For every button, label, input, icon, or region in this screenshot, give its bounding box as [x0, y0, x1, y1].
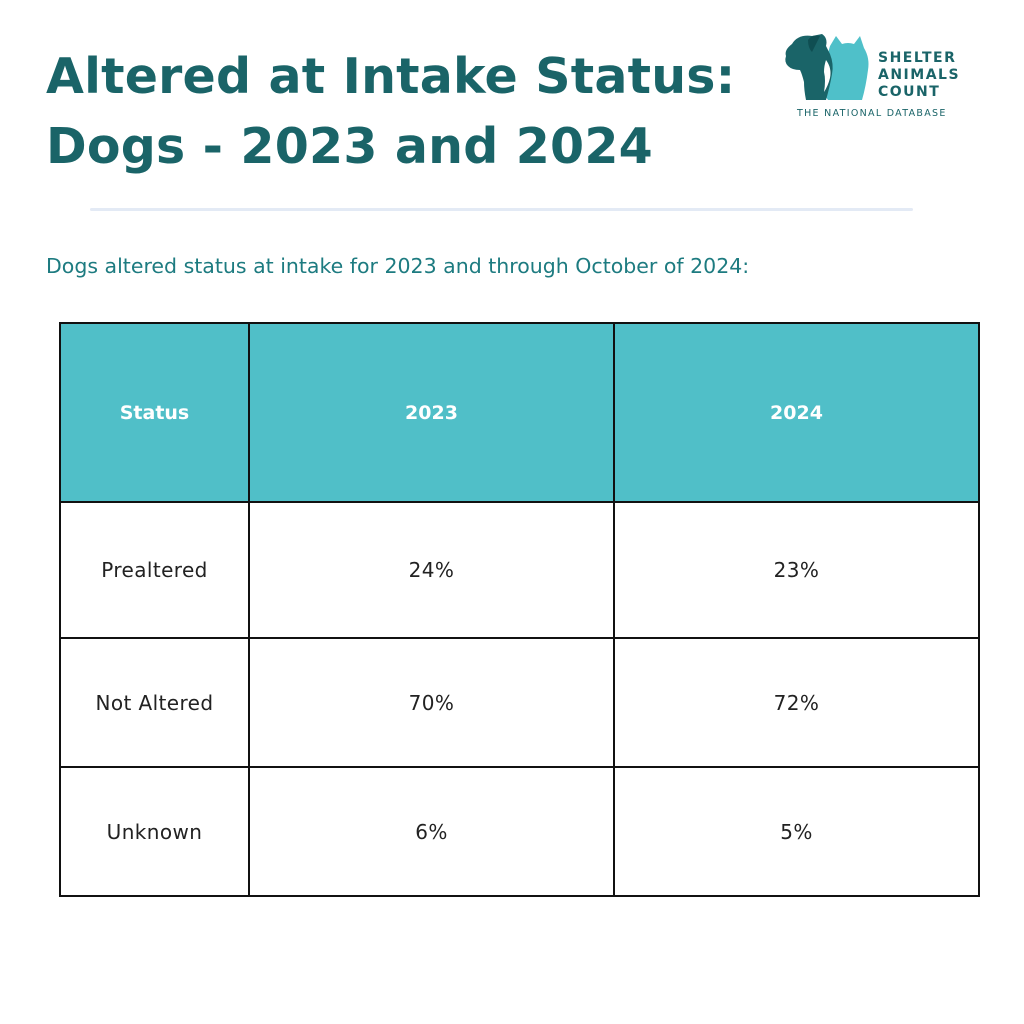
page-title-line-1: Altered at Intake Status: [46, 48, 736, 105]
page-title: Altered at Intake Status: Dogs - 2023 an… [46, 42, 766, 182]
table-row: Prealtered 24% 23% [59, 501, 980, 639]
page-title-line-2: Dogs - 2023 and 2024 [46, 118, 653, 175]
table-description: Dogs altered status at intake for 2023 a… [46, 254, 750, 278]
value-2024-cell: 72% [613, 637, 980, 768]
status-cell: Not Altered [59, 637, 250, 768]
value-2023-cell: 6% [248, 766, 615, 897]
shelter-animals-count-logo: SHELTER ANIMALS COUNT THE NATIONAL DATAB… [782, 30, 962, 122]
altered-status-table: Status 2023 2024 Prealtered 24% 23% Not … [59, 322, 980, 897]
logo-wordmark-line-3: COUNT [878, 84, 941, 100]
table-body: Prealtered 24% 23% Not Altered 70% 72% U… [59, 501, 980, 897]
title-divider [90, 208, 913, 211]
header-2024: 2024 [613, 322, 980, 503]
status-cell: Unknown [59, 766, 250, 897]
table-header-row: Status 2023 2024 [59, 322, 980, 503]
dog-and-cat-logo-icon [785, 34, 869, 100]
value-2023-cell: 70% [248, 637, 615, 768]
logo-wordmark-line-1: SHELTER [878, 50, 957, 66]
status-cell: Prealtered [59, 501, 250, 639]
value-2024-cell: 23% [613, 501, 980, 639]
header-status: Status [59, 322, 250, 503]
logo-tagline: THE NATIONAL DATABASE [797, 108, 947, 119]
logo-wordmark: SHELTER ANIMALS COUNT [878, 50, 960, 101]
header-2023: 2023 [248, 322, 615, 503]
table-header: Status 2023 2024 [59, 322, 980, 503]
value-2024-cell: 5% [613, 766, 980, 897]
value-2023-cell: 24% [248, 501, 615, 639]
table-row: Not Altered 70% 72% [59, 637, 980, 768]
logo-wordmark-line-2: ANIMALS [878, 67, 961, 83]
table-row: Unknown 6% 5% [59, 766, 980, 897]
